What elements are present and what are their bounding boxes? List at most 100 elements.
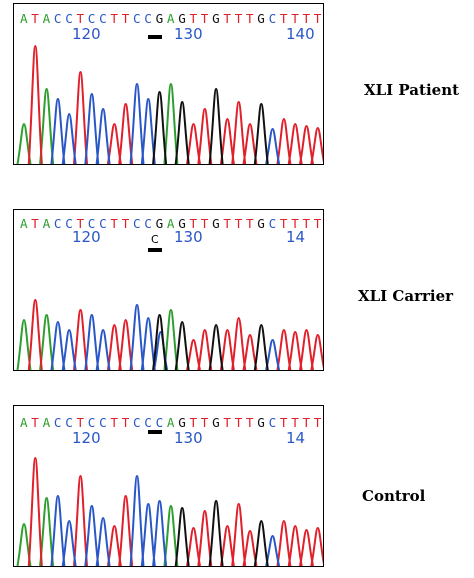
- trace-peak: [27, 298, 43, 370]
- base-letter: T: [190, 415, 198, 430]
- trace-peak: [118, 318, 134, 370]
- trace-peak: [27, 44, 43, 164]
- trace-peak: [265, 127, 281, 164]
- trace-peak: [197, 509, 213, 566]
- trace-peak: [73, 70, 88, 164]
- trace-peak: [287, 330, 303, 370]
- base-letter: C: [133, 415, 141, 430]
- trace-peak: [186, 338, 201, 370]
- base-letter: T: [201, 415, 209, 430]
- trace-peak: [310, 333, 323, 370]
- trace-peak: [253, 102, 269, 164]
- base-letter: A: [20, 11, 28, 26]
- base-letter: G: [178, 11, 186, 26]
- substitution-label: C: [151, 233, 159, 246]
- base-letter: T: [303, 216, 311, 231]
- trace-peak: [265, 338, 281, 370]
- position-number: 120: [72, 25, 101, 43]
- base-letter: C: [156, 415, 164, 430]
- base-letter: A: [167, 216, 175, 231]
- base-letter: C: [65, 216, 73, 231]
- trace-peak: [242, 333, 258, 370]
- base-letter: T: [122, 11, 130, 26]
- base-letter: C: [269, 11, 277, 26]
- sample-label-control: Control: [362, 487, 426, 505]
- base-letter: A: [43, 415, 51, 430]
- trace-peak: [73, 474, 88, 566]
- mutation-marker: [148, 35, 162, 39]
- base-letter: T: [110, 11, 118, 26]
- base-letter: G: [257, 216, 265, 231]
- base-letter: T: [223, 11, 231, 26]
- trace-peak: [152, 499, 168, 566]
- trace-peak: [106, 122, 122, 164]
- mutation-marker: [148, 248, 162, 252]
- trace-peak: [129, 303, 145, 370]
- trace-peak: [163, 82, 179, 164]
- trace-peak: [276, 328, 292, 370]
- trace-peak: [50, 97, 66, 164]
- trace-peak: [95, 328, 111, 370]
- base-letter: G: [212, 216, 220, 231]
- trace-peak: [118, 102, 134, 164]
- trace-peak: [106, 524, 122, 566]
- base-letter: C: [99, 216, 107, 231]
- base-letter: T: [246, 216, 254, 231]
- base-letter: C: [144, 415, 152, 430]
- base-letter: C: [88, 216, 96, 231]
- trace-peak: [299, 328, 314, 370]
- trace-peak: [140, 97, 156, 164]
- trace-peak: [84, 92, 100, 164]
- base-letter: C: [269, 415, 277, 430]
- position-number: 130: [174, 25, 203, 43]
- trace-peak: [276, 117, 292, 164]
- base-letter: C: [99, 415, 107, 430]
- trace-peak: [163, 308, 179, 370]
- trace-peak: [174, 320, 190, 370]
- base-letter: T: [314, 216, 322, 231]
- base-letter: C: [54, 415, 62, 430]
- trace-peak: [140, 502, 156, 566]
- base-letter: T: [110, 216, 118, 231]
- base-letter: C: [54, 11, 62, 26]
- base-letter: T: [190, 11, 198, 26]
- base-letter: T: [280, 11, 288, 26]
- position-number: 130: [174, 228, 203, 246]
- base-letter: T: [280, 216, 288, 231]
- base-letter: C: [65, 11, 73, 26]
- base-letter: T: [235, 415, 243, 430]
- position-row: 120 130 14: [72, 429, 305, 447]
- trace-peak: [84, 504, 100, 566]
- position-number: 120: [72, 228, 101, 246]
- base-letter: T: [77, 11, 85, 26]
- base-letter: A: [20, 216, 28, 231]
- base-letter: T: [280, 415, 288, 430]
- base-letter: T: [223, 415, 231, 430]
- trace-peak: [242, 529, 258, 566]
- base-letter: C: [144, 216, 152, 231]
- trace-peak: [186, 122, 201, 164]
- base-letter: T: [110, 415, 118, 430]
- trace-peak: [106, 323, 122, 370]
- base-letter: C: [54, 216, 62, 231]
- trace-peak: [16, 122, 32, 164]
- base-letter: G: [178, 216, 186, 231]
- trace-peak: [242, 122, 258, 164]
- trace-peak: [16, 318, 32, 370]
- trace-peak: [73, 308, 88, 370]
- position-number: 14: [286, 429, 305, 447]
- position-number: 120: [72, 429, 101, 447]
- base-letter: C: [99, 11, 107, 26]
- trace-peak: [208, 87, 224, 164]
- trace-peak: [231, 100, 247, 164]
- trace-peak: [50, 494, 66, 566]
- trace-peak: [129, 82, 145, 164]
- trace-peak: [84, 313, 100, 370]
- trace-peak: [39, 496, 55, 566]
- trace-peak: [129, 474, 145, 566]
- base-letter: T: [31, 415, 39, 430]
- trace-peak: [299, 528, 314, 566]
- trace-group: [16, 298, 323, 370]
